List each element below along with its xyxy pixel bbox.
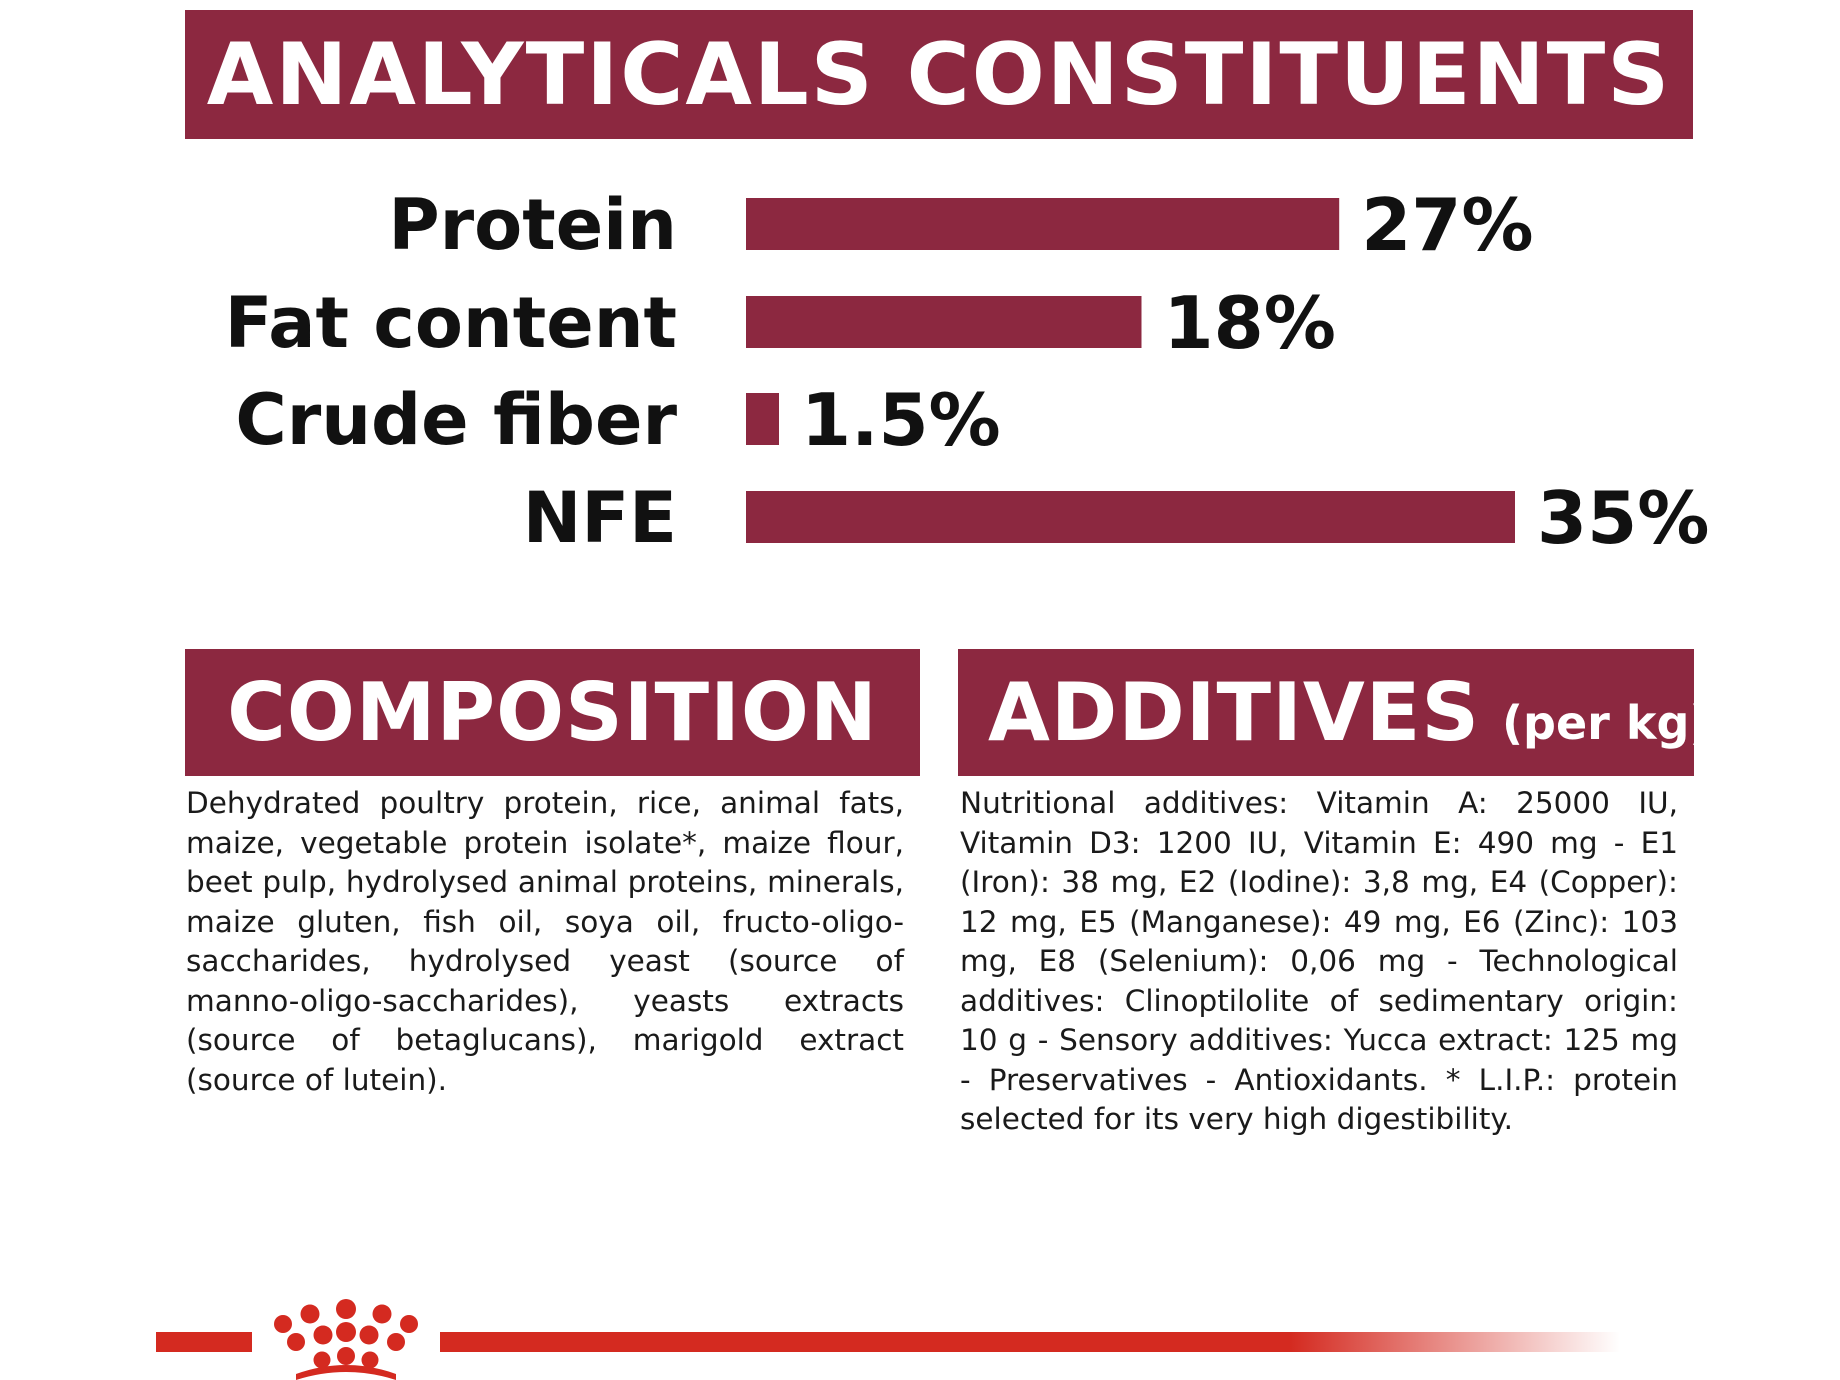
analytical-constituents-chart: Protein 27% Fat content 18% Crude fiber 1.5% N… xyxy=(225,183,1710,560)
bar-nfe xyxy=(746,491,1515,543)
bar-value-fat-content: 18% xyxy=(1164,281,1336,365)
composition-title: COMPOSITION xyxy=(227,666,878,759)
bar-protein xyxy=(746,198,1340,250)
bar-value-nfe: 35% xyxy=(1537,476,1709,560)
composition-banner: COMPOSITION xyxy=(185,649,920,776)
analytical-constituents-banner: ANALYTICALS CONSTITUENTS xyxy=(185,10,1693,139)
bar-label-protein: Protein xyxy=(388,184,677,266)
bar-label-fat-content: Fat content xyxy=(225,282,677,364)
bar-fat-content xyxy=(746,296,1142,348)
analytical-constituents-title: ANALYTICALS CONSTITUENTS xyxy=(206,24,1672,125)
bar-value-crude-fiber: 1.5% xyxy=(801,378,1001,462)
additives-subtitle: (per kg) xyxy=(1502,696,1711,750)
bar-value-protein: 27% xyxy=(1361,183,1533,267)
royal-crown-icon xyxy=(274,1299,418,1380)
footer-line-right xyxy=(440,1332,1620,1352)
bar-label-nfe: NFE xyxy=(523,477,677,559)
footer-line-left xyxy=(156,1332,252,1352)
bar-crude-fiber xyxy=(746,393,779,445)
bar-label-crude-fiber: Crude fiber xyxy=(235,379,677,461)
composition-text: Dehydrated poultry protein, rice, animal… xyxy=(186,786,904,1097)
additives-title: ADDITIVES xyxy=(988,666,1481,759)
footer-brand-strip xyxy=(156,1299,1620,1380)
additives-text: Nutritional additives: Vitamin A: 25000 … xyxy=(960,786,1678,1136)
additives-banner: ADDITIVES (per kg) xyxy=(958,649,1710,776)
